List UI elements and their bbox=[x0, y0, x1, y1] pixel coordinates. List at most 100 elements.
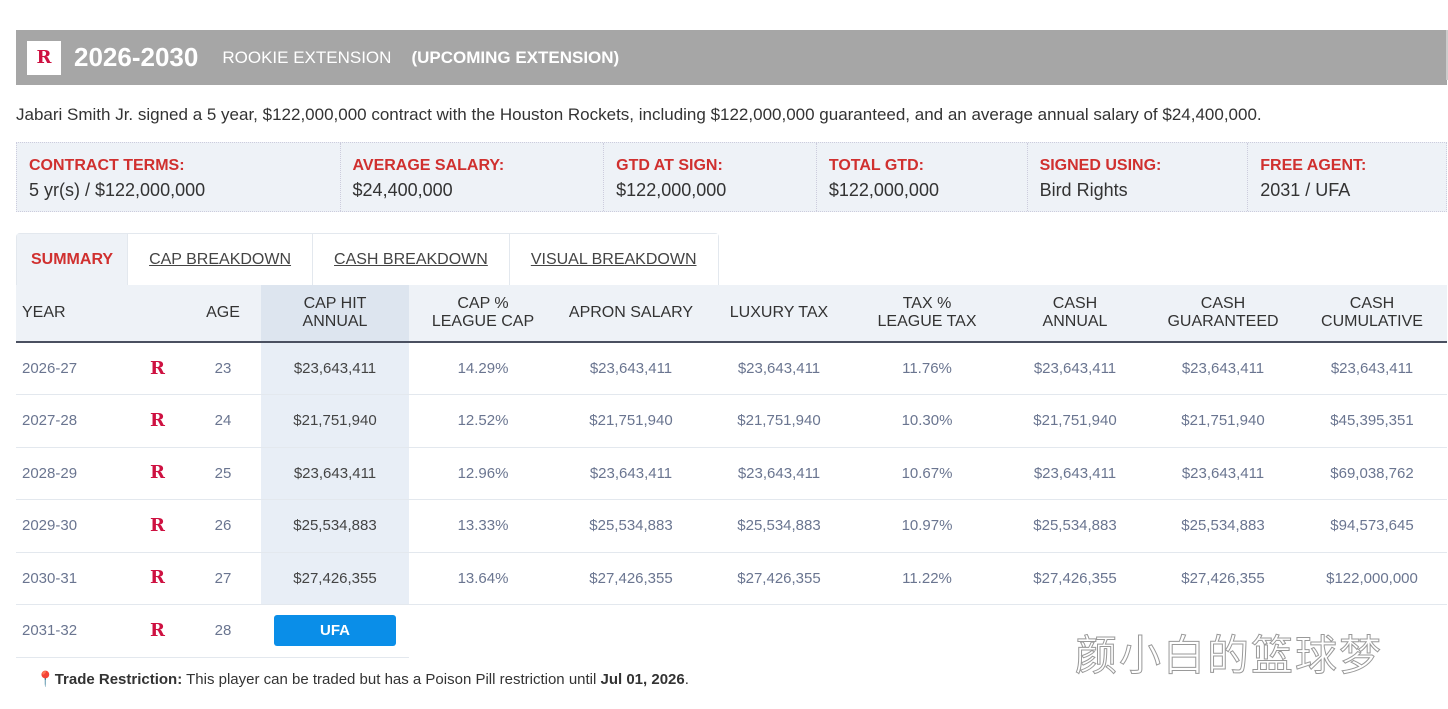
term-label: GTD AT SIGN: bbox=[616, 157, 723, 174]
cell-age: 24 bbox=[185, 394, 261, 448]
col-team bbox=[130, 285, 185, 343]
contract-terms: CONTRACT TERMS: 5 yr(s) / $122,000,000 AV… bbox=[16, 142, 1447, 212]
cell-cap-pct: 13.33% bbox=[409, 499, 557, 553]
term-gtd-sign: GTD AT SIGN: $122,000,000 bbox=[604, 143, 817, 211]
cell-luxury-tax: $21,751,940 bbox=[705, 394, 853, 448]
cell-age: 23 bbox=[185, 342, 261, 395]
term-signed-using: SIGNED USING: Bird Rights bbox=[1028, 143, 1249, 211]
cell-cash-guaranteed: $21,751,940 bbox=[1149, 394, 1297, 448]
cell-apron: $27,426,355 bbox=[557, 552, 705, 605]
trade-restriction: 📍Trade Restriction: This player can be t… bbox=[36, 670, 689, 688]
cell-cash-annual: $23,643,411 bbox=[1001, 447, 1149, 500]
col-cap-hit: CAP HIT ANNUAL bbox=[261, 285, 409, 343]
cell-cash-annual: $21,751,940 bbox=[1001, 394, 1149, 448]
col-tax-pct: TAX % LEAGUE TAX bbox=[853, 285, 1001, 343]
cell-cash-guaranteed: $23,643,411 bbox=[1149, 342, 1297, 395]
cell-tax-pct: 10.30% bbox=[853, 394, 1001, 448]
contract-status: (UPCOMING EXTENSION) bbox=[411, 47, 620, 67]
cell-cash-annual: $27,426,355 bbox=[1001, 552, 1149, 605]
tab-visual-breakdown[interactable]: VISUAL BREAKDOWN bbox=[509, 234, 718, 285]
cell-apron: $21,751,940 bbox=[557, 394, 705, 448]
col-label: LEAGUE CAP bbox=[431, 313, 535, 330]
col-label: TAX % bbox=[902, 295, 952, 312]
rockets-logo-icon: R bbox=[130, 552, 185, 605]
col-label: CASH bbox=[1052, 295, 1098, 312]
col-cash-annual: CASH ANNUAL bbox=[1001, 285, 1149, 343]
cell-cash-cumulative: $94,573,645 bbox=[1297, 499, 1447, 553]
cell-cap-hit: $25,534,883 bbox=[261, 499, 409, 553]
cell-cash-cumulative: $122,000,000 bbox=[1297, 552, 1447, 605]
term-value: $122,000,000 bbox=[828, 180, 939, 200]
cell-cap-hit: $23,643,411 bbox=[261, 447, 409, 500]
rockets-logo-icon: R bbox=[130, 499, 185, 553]
rockets-logo-icon: R bbox=[130, 394, 185, 448]
cell-tax-pct: 11.22% bbox=[853, 552, 1001, 605]
cell-cap-pct: 12.96% bbox=[409, 447, 557, 500]
watermark: 颜小白的篮球梦 bbox=[1074, 632, 1384, 680]
cell-cap-hit: $27,426,355 bbox=[261, 552, 409, 605]
cell-apron: $23,643,411 bbox=[557, 342, 705, 395]
cell-cap-pct: 12.52% bbox=[409, 394, 557, 448]
col-label: ANNUAL bbox=[1042, 313, 1108, 330]
trade-text: This player can be traded but has a Pois… bbox=[182, 671, 601, 688]
scrollbar[interactable] bbox=[1446, 30, 1448, 80]
col-label: CAP % bbox=[457, 295, 509, 312]
cell-year: 2027-28 bbox=[16, 394, 130, 448]
cell-cash-cumulative: $69,038,762 bbox=[1297, 447, 1447, 500]
cell-age: 27 bbox=[185, 552, 261, 605]
tab-cash-breakdown[interactable]: CASH BREAKDOWN bbox=[313, 234, 510, 285]
col-label: CASH bbox=[1349, 295, 1395, 312]
term-label: FREE AGENT: bbox=[1260, 157, 1367, 174]
rockets-logo-icon: R bbox=[27, 40, 61, 75]
term-label: SIGNED USING: bbox=[1039, 157, 1162, 174]
col-label: GUARANTEED bbox=[1167, 313, 1279, 330]
lock-pin-icon: 📍 bbox=[36, 671, 55, 688]
rockets-logo-icon: R bbox=[130, 342, 185, 395]
trade-end: . bbox=[684, 671, 689, 688]
col-year: YEAR bbox=[16, 285, 130, 343]
cell-year: 2026-27 bbox=[16, 342, 130, 395]
term-value: 5 yr(s) / $122,000,000 bbox=[29, 180, 206, 200]
col-label: LEAGUE TAX bbox=[877, 313, 977, 330]
cell-cap-pct: 14.29% bbox=[409, 342, 557, 395]
term-value: $122,000,000 bbox=[616, 180, 727, 200]
contract-header: R 2026-2030 ROOKIE EXTENSION (UPCOMING E… bbox=[16, 30, 1447, 85]
term-value: 2031 / UFA bbox=[1260, 180, 1351, 200]
col-label: CASH bbox=[1200, 295, 1246, 312]
cell-tax-pct: 10.67% bbox=[853, 447, 1001, 500]
cell-cash-cumulative: $45,395,351 bbox=[1297, 394, 1447, 448]
cell-luxury-tax: $27,426,355 bbox=[705, 552, 853, 605]
rockets-logo-icon: R bbox=[130, 447, 185, 500]
cell-cash-annual: $23,643,411 bbox=[1001, 342, 1149, 395]
cell-apron: $23,643,411 bbox=[557, 447, 705, 500]
table-row-ufa: 2031-32 R 28 UFA bbox=[16, 604, 1447, 658]
tab-cap-breakdown[interactable]: CAP BREAKDOWN bbox=[128, 234, 314, 285]
table-row: 2026-27 R 23 $23,643,411 14.29% $23,643,411 $2… bbox=[16, 342, 1447, 395]
cell-cap-hit: $23,643,411 bbox=[261, 342, 409, 395]
term-contract: CONTRACT TERMS: 5 yr(s) / $122,000,000 bbox=[17, 143, 341, 211]
tab-summary[interactable]: SUMMARY bbox=[17, 234, 129, 285]
col-label: ANNUAL bbox=[302, 313, 368, 330]
cell-luxury-tax: $23,643,411 bbox=[705, 447, 853, 500]
term-label: CONTRACT TERMS: bbox=[29, 157, 185, 174]
col-label: CAP HIT bbox=[303, 295, 367, 312]
cell-luxury-tax: $25,534,883 bbox=[705, 499, 853, 553]
col-cash-cumulative: CASH CUMULATIVE bbox=[1297, 285, 1447, 343]
cell-cap-pct: 13.64% bbox=[409, 552, 557, 605]
cell-year: 2031-32 bbox=[16, 604, 130, 658]
cell-apron: $25,534,883 bbox=[557, 499, 705, 553]
col-cash-guaranteed: CASH GUARANTEED bbox=[1149, 285, 1297, 343]
col-age: AGE bbox=[185, 285, 261, 343]
cell-cash-cumulative: $23,643,411 bbox=[1297, 342, 1447, 395]
col-label: CUMULATIVE bbox=[1321, 313, 1423, 330]
term-value: $24,400,000 bbox=[352, 180, 453, 200]
cell-cash-guaranteed: $27,426,355 bbox=[1149, 552, 1297, 605]
cell-cash-guaranteed: $25,534,883 bbox=[1149, 499, 1297, 553]
term-label: AVERAGE SALARY: bbox=[352, 157, 505, 174]
cell-tax-pct: 10.97% bbox=[853, 499, 1001, 553]
breakdown-tabs: SUMMARY CAP BREAKDOWN CASH BREAKDOWN VIS… bbox=[16, 233, 719, 285]
cell-age: 26 bbox=[185, 499, 261, 553]
contract-table: YEAR AGE CAP HIT ANNUAL CAP % LEAGUE CAP A… bbox=[16, 285, 1447, 658]
trade-date: Jul 01, 2026 bbox=[600, 671, 685, 688]
col-cap-pct: CAP % LEAGUE CAP bbox=[409, 285, 557, 343]
